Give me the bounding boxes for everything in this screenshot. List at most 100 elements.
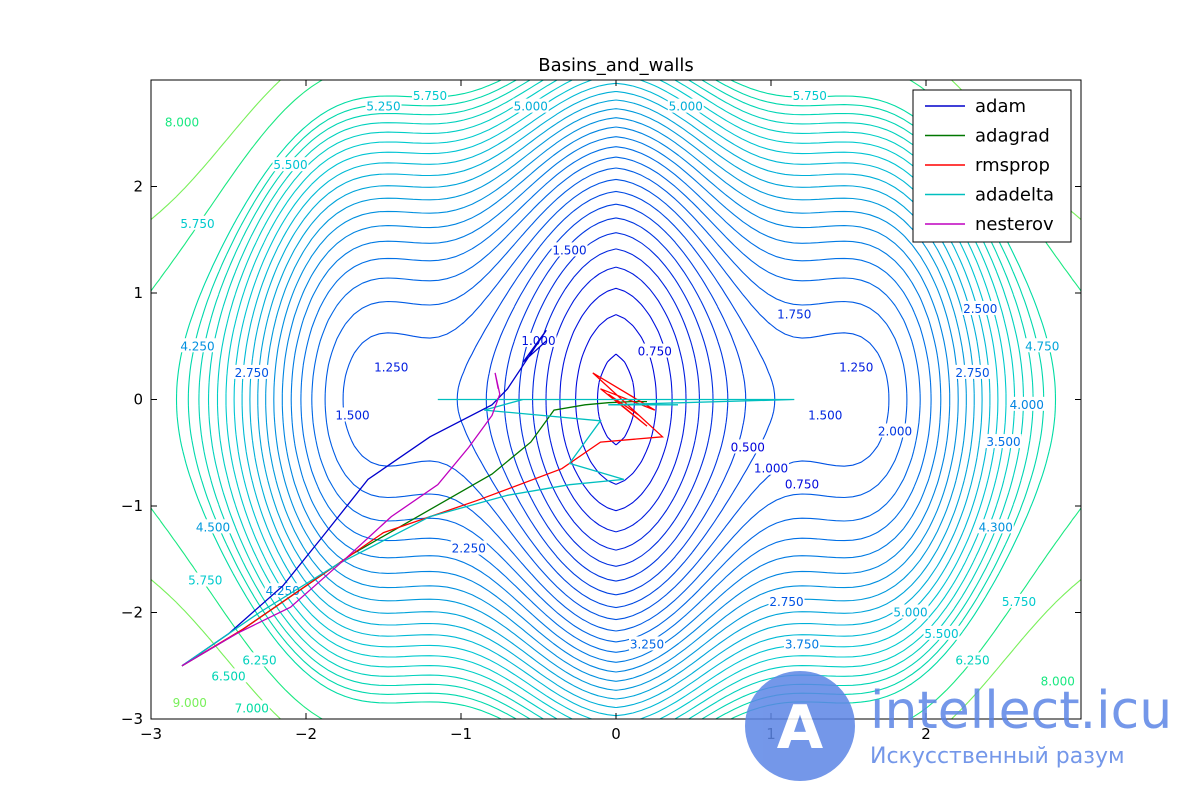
contour-label: 1.250 xyxy=(374,361,408,375)
contour-level-5 xyxy=(518,232,714,567)
contour-label: 4.000 xyxy=(1010,398,1044,412)
watermark-name: intellect.icu xyxy=(870,681,1172,741)
contour-label: 1.500 xyxy=(552,243,586,257)
contour-label-bg xyxy=(753,460,789,475)
contour-label-bg xyxy=(365,98,402,113)
x-tick-label: 2 xyxy=(921,725,931,743)
contour-label: 3.500 xyxy=(986,435,1020,449)
contour-label-bg xyxy=(171,695,208,710)
contour-label-bg xyxy=(985,434,1022,449)
y-tick-label: −1 xyxy=(121,497,143,515)
legend-label-rmsprop: rmsprop xyxy=(975,155,1050,176)
contour-label-bg xyxy=(962,300,999,315)
contour-label-bg xyxy=(1024,338,1061,353)
contour-label: 5.500 xyxy=(924,627,958,641)
contour-label-bg xyxy=(877,423,913,438)
contour-level-14 xyxy=(281,126,951,673)
contour-label-bg xyxy=(784,636,820,651)
contour-label-bg xyxy=(667,98,704,113)
contour-label: 2.000 xyxy=(878,424,912,438)
contour-label-bg xyxy=(1039,673,1076,688)
contour-label: 2.750 xyxy=(769,595,803,609)
contour-label: 5.750 xyxy=(188,574,222,588)
contour-label-bg xyxy=(187,572,224,587)
contour-label-bg xyxy=(1001,593,1037,608)
contour-label-bg xyxy=(1008,396,1045,411)
contour-label: 5.750 xyxy=(1002,595,1036,609)
contour-label-bg xyxy=(512,98,549,113)
contour-label: 1.500 xyxy=(808,408,842,422)
contour-label: 1.500 xyxy=(335,408,369,422)
contour-label: 1.250 xyxy=(839,361,873,375)
y-tick-label: 2 xyxy=(133,178,143,196)
contour-label: 5.500 xyxy=(273,158,307,172)
legend-label-nesterov: nesterov xyxy=(975,214,1054,235)
series-line-adam xyxy=(181,329,547,667)
y-tick-label: 1 xyxy=(133,284,143,302)
contour-label-bg xyxy=(373,359,410,374)
contour-label-bg xyxy=(179,338,216,353)
contour-label: 4.750 xyxy=(1025,339,1059,353)
contour-label-bg xyxy=(923,625,960,640)
contour-label: 2.500 xyxy=(963,302,997,316)
x-tick-label: −2 xyxy=(295,725,317,743)
watermark: A intellect.icu Искусственный разум xyxy=(745,671,1172,781)
contour-label: 5.250 xyxy=(366,100,400,114)
contour-label: 2.750 xyxy=(955,366,989,380)
contour-level-19 xyxy=(241,82,991,717)
contour-level-0 xyxy=(596,353,636,446)
legend-label-adagrad: adagrad xyxy=(975,126,1050,147)
contour-label-bg xyxy=(450,540,487,555)
contour-label: 9.000 xyxy=(173,696,207,710)
legend: adam adagrad rmsprop adadelta nesterov xyxy=(912,89,1072,243)
contour-label: 1.750 xyxy=(777,307,811,321)
contour-label-bg xyxy=(838,359,875,374)
contour-label: 5.000 xyxy=(893,606,927,620)
contour-label: 7.000 xyxy=(235,701,269,715)
contour-label-bg xyxy=(629,636,665,651)
contour-label-bg xyxy=(233,364,270,379)
contour-label: 3.750 xyxy=(785,637,819,651)
chart-title: Basins_and_walls xyxy=(538,55,694,76)
contour-label-bg xyxy=(954,364,991,379)
contour-level-11 xyxy=(311,156,921,643)
x-tick-label: −1 xyxy=(450,725,472,743)
contour-level-15 xyxy=(273,117,959,682)
contour-level-12 xyxy=(300,146,932,653)
contour-level-18 xyxy=(249,90,983,709)
contour-label-bg xyxy=(954,652,991,667)
contour-label: 1.000 xyxy=(754,462,788,476)
contour-label: 4.250 xyxy=(180,339,214,353)
contour-label-bg xyxy=(272,157,309,172)
contour-label: 6.500 xyxy=(211,669,245,683)
contour-label-bg xyxy=(977,519,1014,534)
y-tick-label: −2 xyxy=(121,604,143,622)
contour-label: 4.250 xyxy=(266,584,300,598)
contour-label: 6.250 xyxy=(242,653,276,667)
contour-label-bg xyxy=(784,476,820,491)
contour-label-bg xyxy=(179,215,216,230)
contour-label: 5.750 xyxy=(180,217,214,231)
contour-label-bg xyxy=(636,343,673,358)
contour-label: 2.250 xyxy=(452,542,486,556)
contour-label: 0.750 xyxy=(638,345,672,359)
contour-label: 5.000 xyxy=(514,100,548,114)
y-tick-label: −3 xyxy=(121,710,143,728)
contour-label-bg xyxy=(210,668,247,683)
contour-label-bg xyxy=(791,87,828,102)
contour-label-bg xyxy=(776,306,813,321)
contour-label-bg xyxy=(412,87,448,102)
contour-label-bg xyxy=(892,604,929,619)
contour-label: 3.250 xyxy=(630,637,664,651)
contour-label: 4.500 xyxy=(196,520,230,534)
contour-label: 0.750 xyxy=(785,478,819,492)
x-tick-label: −3 xyxy=(140,725,162,743)
contour-label-bg xyxy=(551,242,588,257)
legend-box xyxy=(912,89,1072,243)
contour-label: 8.000 xyxy=(165,116,199,130)
x-tick-label: 0 xyxy=(611,725,621,743)
contour-level-17 xyxy=(257,99,975,700)
legend-label-adadelta: adadelta xyxy=(975,185,1054,206)
